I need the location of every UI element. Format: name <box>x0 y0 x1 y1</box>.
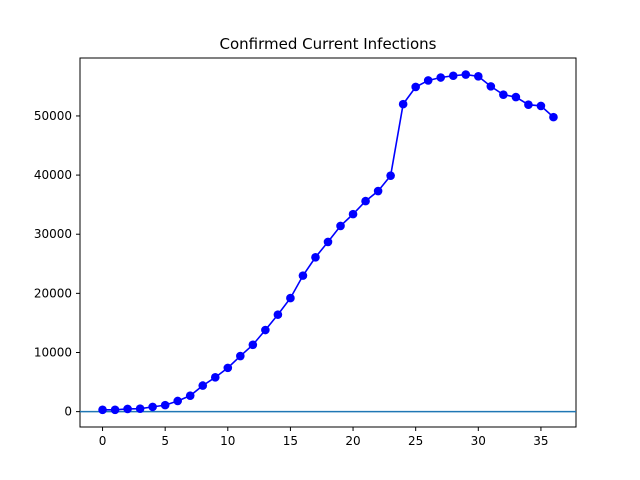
y-tick-label: 40000 <box>34 168 72 182</box>
data-point <box>348 209 358 219</box>
data-point <box>411 82 420 92</box>
y-tick-label: 20000 <box>34 286 72 300</box>
data-point <box>185 391 195 400</box>
data-point <box>160 400 170 410</box>
data-point <box>135 404 145 413</box>
x-axis: 0 5 10 15 20 25 30 35 <box>99 427 549 448</box>
data-point <box>261 325 270 335</box>
data-point <box>123 404 132 414</box>
x-tick-label: 10 <box>220 434 235 448</box>
data-point <box>248 340 258 350</box>
data-point <box>323 237 333 247</box>
data-point <box>448 71 458 81</box>
chart-title: Confirmed Current Infections <box>220 35 437 53</box>
data-point <box>336 221 345 231</box>
data-point <box>236 351 245 361</box>
data-point <box>98 405 107 415</box>
data-point <box>273 310 283 319</box>
data-point <box>549 112 558 122</box>
data-point <box>461 70 471 79</box>
data-point <box>436 73 446 82</box>
data-point <box>198 381 208 390</box>
y-axis: 0 10000 20000 30000 40000 50000 <box>34 109 80 419</box>
data-point <box>536 101 546 111</box>
data-point <box>223 363 233 373</box>
data-point <box>524 100 533 110</box>
data-point <box>298 271 308 280</box>
data-point <box>311 252 320 262</box>
data-point <box>386 171 395 180</box>
data-point <box>499 90 508 99</box>
x-tick-label: 15 <box>283 434 298 448</box>
y-tick-label: 50000 <box>34 109 72 123</box>
data-point <box>110 405 120 415</box>
x-tick-label: 20 <box>345 434 360 448</box>
y-tick-label: 10000 <box>34 345 72 359</box>
x-tick-label: 25 <box>408 434 423 448</box>
data-point <box>286 293 295 303</box>
x-tick-label: 35 <box>533 434 548 448</box>
data-point <box>486 82 496 91</box>
data-point <box>511 92 521 102</box>
data-point <box>423 76 433 85</box>
data-point <box>474 72 483 81</box>
data-point <box>373 186 383 196</box>
series-layer <box>98 70 558 415</box>
x-tick-label: 5 <box>161 434 169 448</box>
y-tick-label: 0 <box>64 405 72 419</box>
data-point <box>173 396 182 406</box>
data-point <box>210 373 220 382</box>
x-tick-label: 0 <box>99 434 107 448</box>
data-point <box>148 402 157 412</box>
x-tick-label: 30 <box>471 434 486 448</box>
y-tick-label: 30000 <box>34 227 72 241</box>
data-point <box>361 196 370 206</box>
data-point <box>398 99 408 109</box>
plot-area <box>79 57 577 428</box>
